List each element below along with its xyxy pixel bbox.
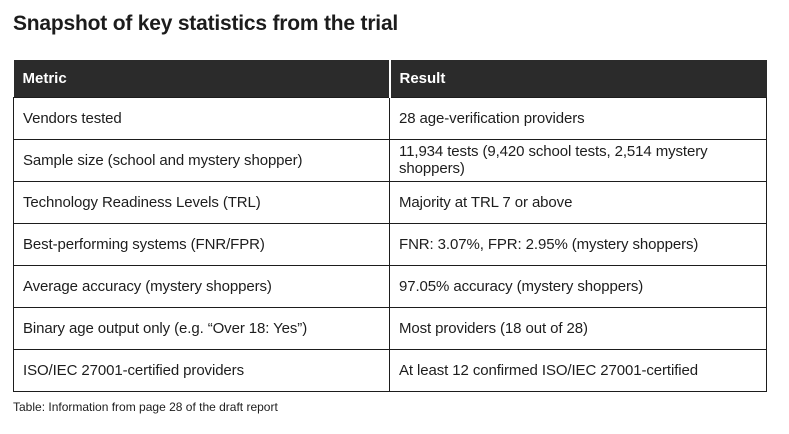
table-row: Sample size (school and mystery shopper)… (13, 138, 767, 182)
cell-metric: Vendors tested (13, 96, 390, 140)
cell-result: FNR: 3.07%, FPR: 2.95% (mystery shoppers… (389, 222, 767, 266)
table-row: Technology Readiness Levels (TRL) Majori… (13, 180, 767, 224)
cell-metric: Best-performing systems (FNR/FPR) (13, 222, 390, 266)
cell-result: 97.05% accuracy (mystery shoppers) (389, 264, 767, 308)
page-title: Snapshot of key statistics from the tria… (13, 12, 399, 35)
cell-result: Most providers (18 out of 28) (389, 306, 767, 350)
cell-metric: Binary age output only (e.g. “Over 18: Y… (13, 306, 390, 350)
table-row: Best-performing systems (FNR/FPR) FNR: 3… (13, 222, 767, 266)
cell-metric: Sample size (school and mystery shopper) (13, 138, 390, 182)
cell-metric: Technology Readiness Levels (TRL) (13, 180, 390, 224)
table-caption: Table: Information from page 28 of the d… (13, 399, 278, 414)
table-header-row: Metric Result (13, 60, 767, 97)
table-row: ISO/IEC 27001-certified providers At lea… (13, 348, 767, 392)
cell-result: 11,934 tests (9,420 school tests, 2,514 … (389, 138, 767, 182)
cell-result: At least 12 confirmed ISO/IEC 27001-cert… (389, 348, 767, 392)
cell-result: Majority at TRL 7 or above (389, 180, 767, 224)
cell-metric: ISO/IEC 27001-certified providers (13, 348, 390, 392)
table-row: Binary age output only (e.g. “Over 18: Y… (13, 306, 767, 350)
column-header-result: Result (389, 60, 767, 97)
key-statistics-table: Metric Result Vendors tested 28 age-veri… (13, 60, 767, 392)
cell-metric: Average accuracy (mystery shoppers) (13, 264, 390, 308)
table-row: Vendors tested 28 age-verification provi… (13, 96, 767, 140)
cell-result: 28 age-verification providers (389, 96, 767, 140)
content-area: Snapshot of key statistics from the tria… (13, 12, 767, 414)
table-row: Average accuracy (mystery shoppers) 97.0… (13, 264, 767, 308)
column-header-metric: Metric (13, 60, 391, 97)
